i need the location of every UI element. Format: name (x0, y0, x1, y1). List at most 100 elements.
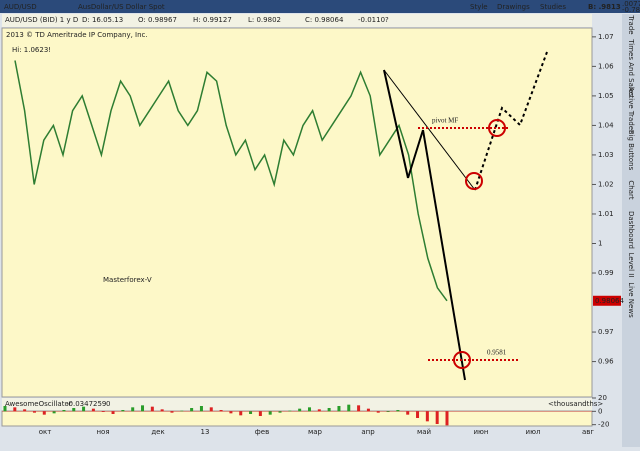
label: фев (255, 428, 269, 436)
osc-bar (239, 411, 243, 416)
osc-bar (121, 410, 125, 412)
drawings (383, 51, 548, 381)
osc-bar (180, 410, 184, 412)
label: O: 0.98967 (138, 16, 177, 24)
label[interactable]: Chart (627, 180, 635, 199)
label: -0.0110? (358, 16, 389, 24)
label: Hi: 1.0623! (12, 46, 51, 54)
label: D: 16.05.13 (82, 16, 123, 24)
osc-bar (337, 406, 341, 412)
osc-bar (91, 408, 95, 412)
label: апр (361, 428, 375, 436)
forecast (474, 51, 548, 191)
label: 1.06 (598, 62, 614, 70)
label[interactable]: Active Trader (627, 87, 635, 133)
osc-bar (327, 408, 331, 412)
osc-bar (416, 411, 420, 418)
trend-line (383, 69, 476, 191)
label: L: 0.9802 (248, 16, 281, 24)
osc-bar (268, 411, 272, 415)
osc-bar (445, 411, 449, 426)
osc-bar (317, 409, 321, 412)
osc-bar (229, 411, 233, 414)
osc-bar (396, 410, 400, 412)
osc-bar (160, 409, 164, 412)
toolbar (0, 0, 640, 13)
osc-bar (101, 411, 105, 412)
label: 1.07 (598, 33, 614, 41)
label: pivot MF (432, 117, 458, 125)
label: -20 (598, 421, 609, 429)
label: 1.02 (598, 180, 614, 188)
label[interactable]: Times And Sales (627, 38, 635, 97)
osc-bar (32, 411, 36, 413)
osc-bar (376, 411, 380, 413)
osc-bar (249, 411, 253, 414)
trend-line (422, 129, 466, 381)
osc-bar (52, 411, 56, 414)
osc-bar (406, 411, 410, 415)
osc-bar (199, 406, 203, 412)
label: 0.98064 (595, 297, 624, 305)
osc-bar (298, 408, 302, 412)
osc-bar (435, 411, 439, 424)
price-line (14, 60, 448, 302)
info-bar (2, 14, 592, 27)
osc-bar (62, 410, 66, 412)
label[interactable]: Trade (627, 14, 635, 34)
label: авг (582, 428, 594, 436)
osc-bar (131, 407, 135, 412)
osc-bar (190, 408, 194, 412)
label: 1 (598, 239, 602, 247)
osc-bar (278, 411, 282, 413)
label: 1.03 (598, 151, 614, 159)
label: ноя (96, 428, 109, 436)
osc-bar (425, 411, 429, 422)
label: AUD/USD (BID) 1 y D (5, 16, 78, 24)
label: май (417, 428, 431, 436)
label: июн (473, 428, 488, 436)
label[interactable]: Drawings (497, 3, 530, 11)
label: 2013 © TD Ameritrade IP Company, Inc. (6, 31, 148, 39)
label: AwesomeOscillator (5, 400, 72, 408)
label: окт (39, 428, 52, 436)
osc-header (2, 398, 592, 411)
label[interactable]: Live News (627, 282, 635, 318)
label[interactable]: Dashboard (627, 211, 635, 249)
label: -0.0347259 (66, 400, 106, 408)
label: H: 0.99127 (193, 16, 232, 24)
label: 1.05 (598, 92, 614, 100)
label: 13 (201, 428, 210, 436)
osc-bar (357, 405, 361, 412)
label: 0 (598, 407, 602, 415)
label[interactable]: Level II (627, 253, 635, 278)
trend-line (407, 129, 424, 179)
osc-bar (23, 409, 27, 412)
label: AusDollar/US Dollar Spot (78, 3, 165, 11)
label: 0 (106, 400, 110, 408)
osc-bar (366, 408, 370, 412)
label: 0.9581 (487, 349, 507, 357)
marker (488, 119, 506, 137)
label[interactable]: Big Buttons (627, 130, 635, 171)
label[interactable]: Studies (540, 3, 566, 11)
label: мар (308, 428, 323, 436)
label: B: .9813 (588, 3, 621, 11)
label: AUD/USD (4, 3, 37, 11)
layer (14, 60, 448, 302)
osc-bar (209, 407, 213, 412)
trend-line (383, 69, 409, 179)
label: C: 0.98064 (305, 16, 344, 24)
label[interactable]: Style (470, 3, 488, 11)
label: 1.04 (598, 121, 614, 129)
marker (453, 351, 471, 369)
price-tag (593, 295, 621, 306)
label: 0.99 (598, 269, 614, 277)
label: дек (151, 428, 164, 436)
osc-bar (347, 404, 351, 412)
osc-bar (82, 406, 86, 412)
osc-bar (3, 406, 7, 412)
label: 0.96 (598, 358, 614, 366)
osc-bar (258, 411, 262, 416)
